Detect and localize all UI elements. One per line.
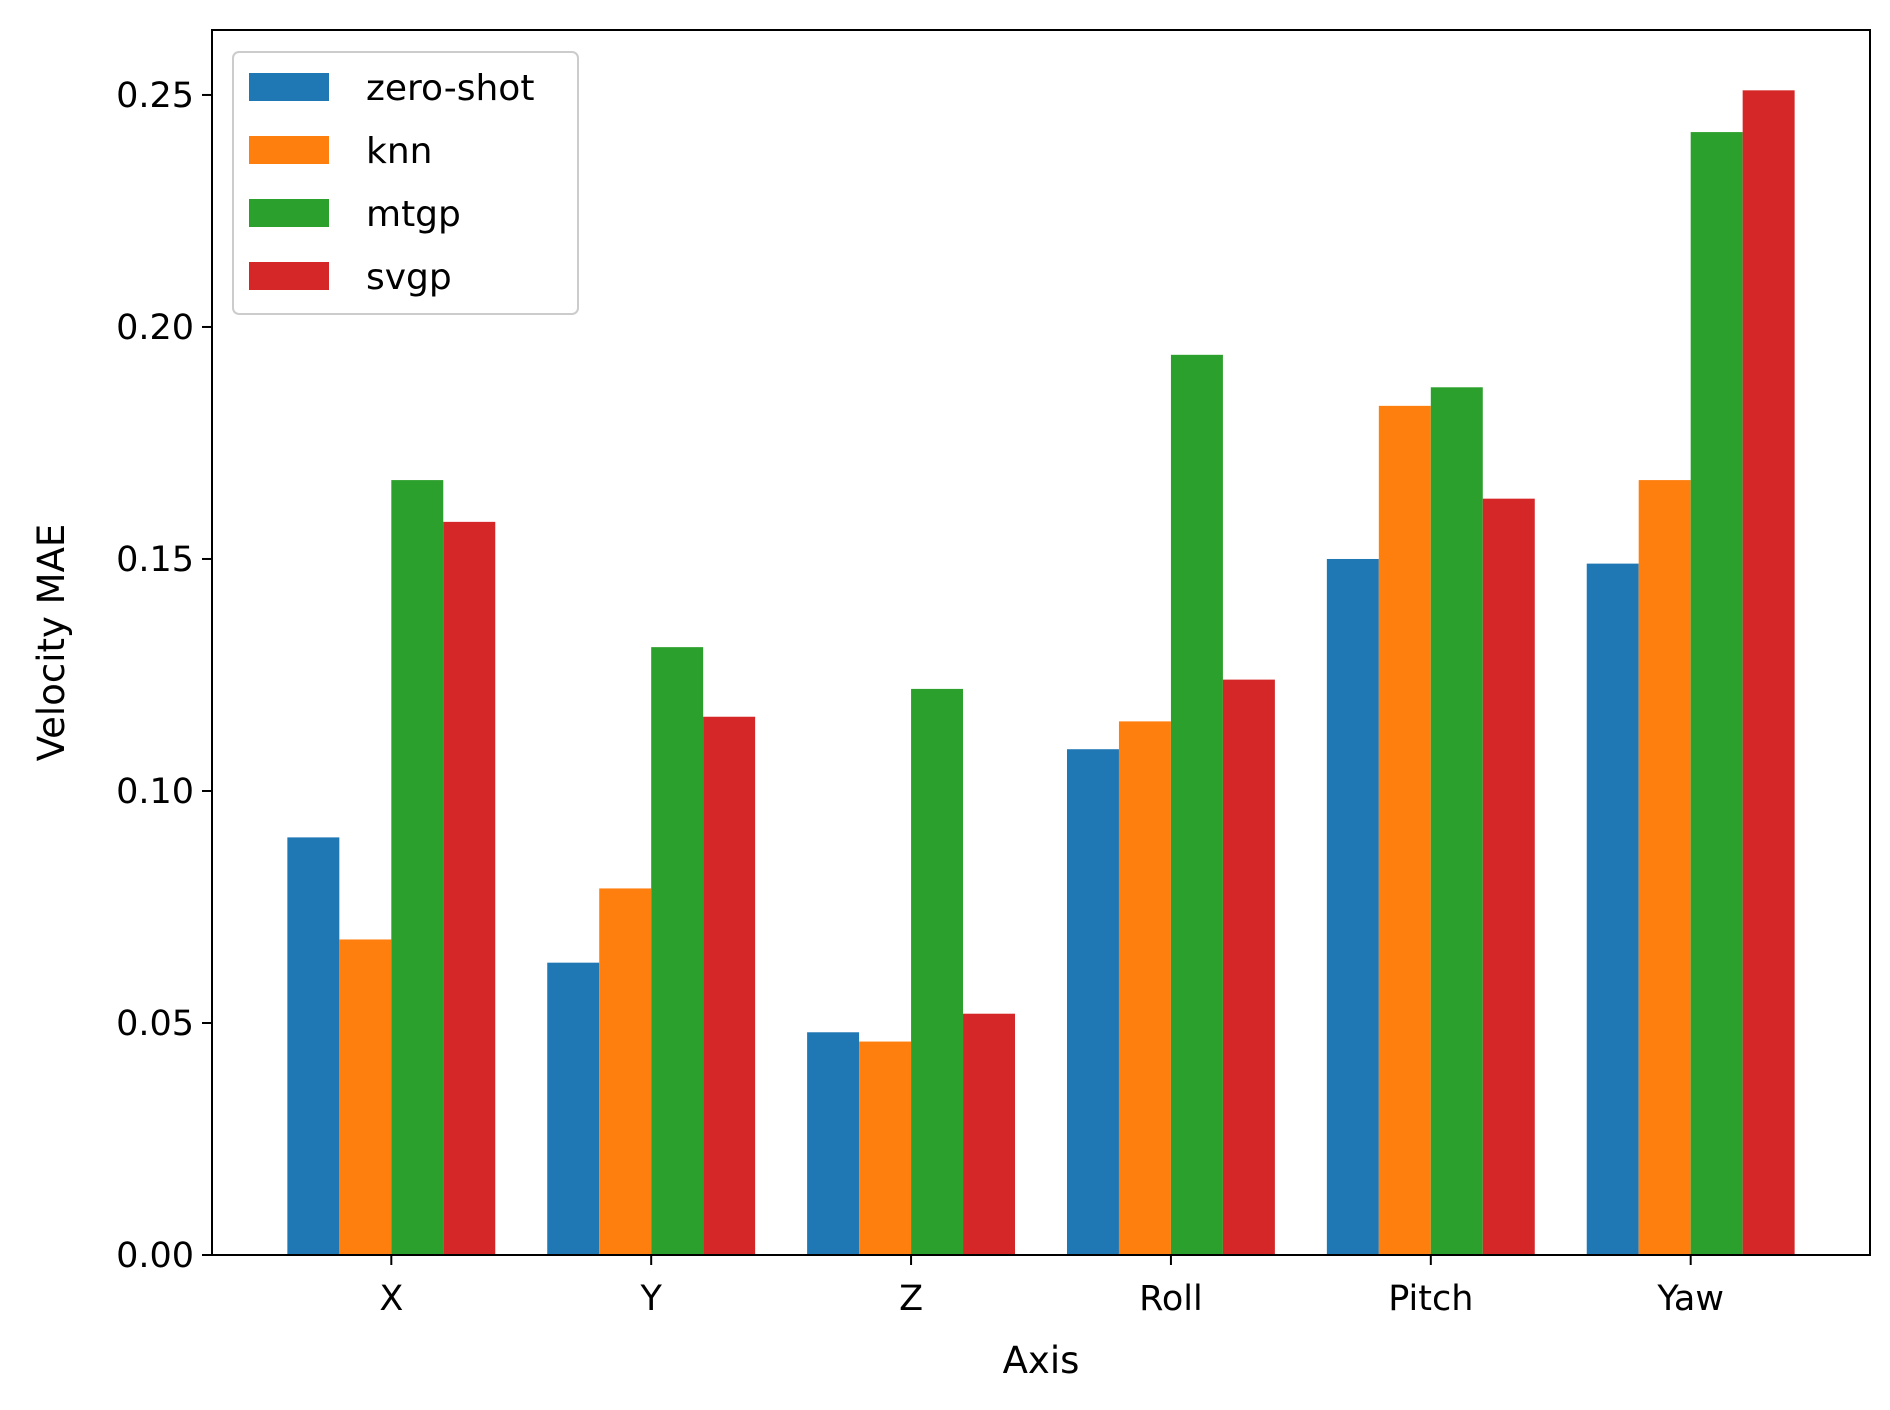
bar-mtgp-y: [651, 647, 704, 1255]
bar-zero-shot-x: [287, 837, 340, 1255]
legend-swatch-svgp: [249, 262, 329, 290]
y-tick-label: 0.05: [116, 1004, 194, 1044]
y-tick-label: 0.10: [116, 772, 194, 812]
bar-knn-pitch: [1378, 405, 1431, 1256]
legend-label-svgp: svgp: [366, 257, 452, 298]
plot-area-frame: [211, 29, 1871, 1256]
bar-svgp-x: [443, 521, 496, 1255]
bar-svgp-z: [963, 1013, 1016, 1255]
x-tick-label-z: Z: [899, 1279, 923, 1319]
x-tick-label-y: Y: [639, 1279, 662, 1319]
y-axis: 0.00 0.05 0.10 0.15 0.20 0.25: [116, 76, 212, 1276]
x-axis-title: Axis: [1003, 1339, 1080, 1382]
y-tick-label: 0.20: [116, 308, 194, 348]
y-tick-label: 0.00: [116, 1236, 194, 1276]
bar-knn-z: [859, 1041, 912, 1255]
bar-svgp-y: [703, 716, 756, 1255]
x-tick-label-pitch: Pitch: [1388, 1279, 1473, 1319]
legend: zero-shot knn mtgp svgp: [232, 51, 579, 315]
y-tick-label: 0.25: [116, 76, 194, 116]
bar-mtgp-pitch: [1430, 387, 1483, 1255]
bar-zero-shot-y: [547, 962, 600, 1255]
bar-knn-yaw: [1638, 480, 1691, 1256]
legend-swatch-mtgp: [249, 199, 329, 227]
legend-swatch-knn: [249, 136, 329, 164]
bar-zero-shot-pitch: [1326, 558, 1379, 1255]
bar-svgp-roll: [1222, 679, 1275, 1255]
x-tick-label-x: X: [379, 1279, 403, 1319]
bar-zero-shot-z: [807, 1032, 860, 1255]
bar-svgp-pitch: [1482, 498, 1535, 1255]
bar-mtgp-x: [391, 480, 444, 1256]
bar-knn-x: [339, 939, 392, 1255]
legend-label-zero-shot: zero-shot: [366, 68, 534, 109]
bar-knn-y: [599, 888, 652, 1255]
x-tick-label-yaw: Yaw: [1656, 1279, 1724, 1319]
legend-swatch-zero-shot: [249, 73, 329, 101]
x-axis: X Y Z Roll Pitch Yaw: [379, 1255, 1724, 1319]
bar-mtgp-yaw: [1690, 132, 1743, 1256]
bar-zero-shot-roll: [1066, 749, 1119, 1255]
bar-mtgp-roll: [1170, 354, 1223, 1255]
x-tick-label-roll: Roll: [1139, 1279, 1203, 1319]
y-tick-label: 0.15: [116, 540, 194, 580]
legend-label-mtgp: mtgp: [366, 194, 461, 235]
bar-knn-roll: [1118, 721, 1171, 1255]
bar-zero-shot-yaw: [1586, 563, 1639, 1255]
legend-label-knn: knn: [366, 131, 432, 172]
bars-group: [287, 90, 1795, 1256]
y-axis-title: Velocity MAE: [30, 524, 73, 762]
bar-mtgp-z: [911, 688, 964, 1255]
bar-svgp-yaw: [1742, 90, 1795, 1256]
legend-box: [232, 51, 579, 315]
